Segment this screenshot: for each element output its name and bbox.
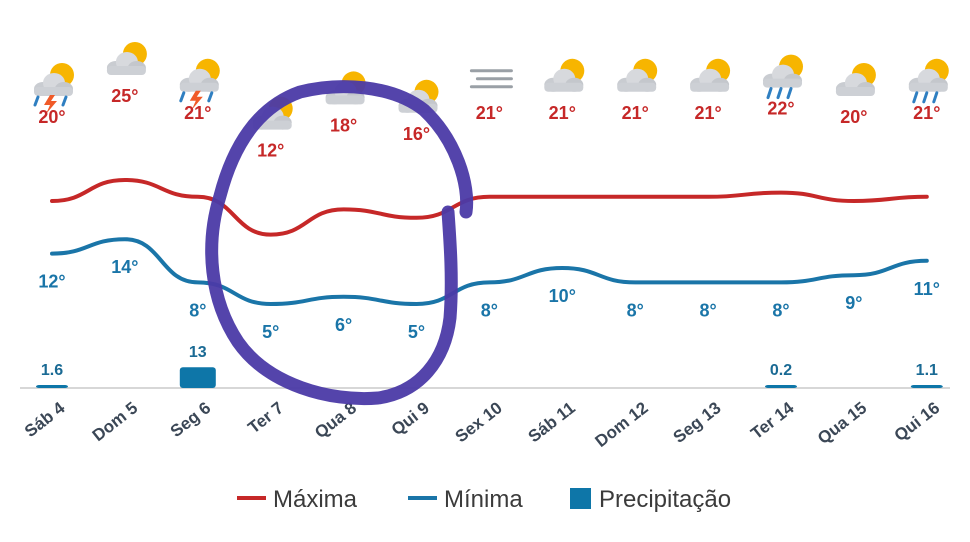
legend-min-label: Mínima [444, 486, 523, 513]
precip-bar [36, 385, 68, 388]
min-temp-label: 9° [845, 293, 862, 313]
min-temp-label: 8° [627, 300, 644, 320]
sun-cloud-icon [617, 58, 658, 92]
x-tick-label: Qua 15 [814, 398, 870, 448]
max-temperature-line [50, 177, 929, 237]
max-temp-label: 20° [840, 107, 867, 127]
x-tick-label: Ter 7 [244, 398, 287, 437]
x-tick-label: Qui 16 [891, 398, 944, 445]
min-temperature-labels: 12° 14° 8° 5° 6° 5° 8° 10° 8° 8° 8° 9° 11° [38, 257, 940, 342]
precip-label: 0.2 [770, 362, 792, 379]
max-temp-label: 18° [330, 115, 357, 135]
max-temp-label: 21° [913, 103, 940, 123]
max-temp-label: 21° [694, 103, 721, 123]
min-temp-label: 10° [549, 286, 576, 306]
min-temp-label: 11° [914, 279, 940, 299]
sun-cloud-icon [544, 58, 585, 92]
min-temperature-line [50, 237, 929, 307]
x-axis-ticks: Sáb 4 Dom 5 Seg 6 Ter 7 Qua 8 Qui 9 Sex 10 Sáb … [21, 398, 943, 451]
min-temp-label: 8° [699, 300, 716, 320]
cloud-shape [690, 68, 730, 92]
cloud-shape [763, 64, 802, 88]
x-tick-label: Seg 13 [670, 398, 725, 447]
hand-drawn-circle-annotation [205, 80, 474, 406]
cloud-shape [179, 68, 219, 92]
fog-icon [469, 69, 513, 89]
x-tick-label: Dom 12 [592, 398, 652, 451]
cloud-shape [617, 68, 657, 92]
storm-icon [179, 58, 220, 110]
min-temp-label: 5° [262, 322, 279, 342]
storm-icon [33, 63, 74, 114]
x-tick-label: Ter 14 [747, 398, 798, 443]
min-temp-label: 12° [38, 272, 65, 292]
min-temp-label: 8° [481, 300, 498, 320]
max-temp-label: 21° [184, 103, 211, 123]
max-temp-label: 21° [476, 103, 503, 123]
rain-icon [763, 54, 803, 100]
lightning-shape [44, 95, 57, 114]
cloud-shape [544, 68, 584, 92]
max-temperature-labels: 20° 25° 21° 12° 18° 16° 21° 21° 21° 21° 22° 20° 21° [38, 86, 940, 161]
legend-precip-label: Precipitação [599, 486, 731, 513]
max-temp-label: 21° [549, 103, 576, 123]
legend-max-label: Máxima [273, 486, 358, 513]
precip-bar [179, 367, 216, 388]
cloud-shape [908, 68, 948, 92]
cloud-shape [34, 73, 73, 96]
sun-cloud-icon [106, 42, 147, 75]
sun-cloud-icon [835, 63, 876, 96]
max-temp-label: 16° [403, 124, 430, 144]
min-temp-label: 8° [189, 300, 206, 320]
max-temp-label: 20° [38, 107, 65, 127]
min-temp-label: 6° [335, 315, 352, 335]
lightning-shape [189, 90, 203, 110]
min-temp-label: 5° [408, 322, 425, 342]
x-tick-label: Seg 6 [167, 398, 214, 441]
x-tick-label: Sáb 4 [21, 398, 69, 441]
max-temp-label: 25° [111, 86, 138, 106]
max-temp-label: 22° [767, 99, 794, 119]
x-tick-label: Dom 5 [89, 398, 142, 445]
min-temp-label: 8° [772, 300, 789, 320]
x-tick-label: Qui 9 [388, 398, 433, 439]
rain-icon [908, 58, 949, 104]
x-tick-label: Sáb 11 [525, 398, 579, 446]
min-temp-label: 14° [111, 257, 138, 277]
precipitation-bars: 1.6 13 0.2 1.1 [36, 344, 943, 388]
precip-label: 1.1 [916, 362, 938, 379]
legend-precip-swatch [570, 488, 591, 509]
x-tick-label: Sex 10 [452, 398, 506, 446]
chart-legend: Máxima Mínima Precipitação [237, 486, 731, 513]
cloud-shape [835, 73, 875, 96]
precip-bar [910, 385, 943, 388]
precip-label: 1.6 [41, 362, 63, 379]
cloud-shape [106, 52, 146, 75]
precip-bar [765, 385, 797, 388]
max-temp-label: 12° [257, 141, 284, 161]
precip-label: 13 [189, 344, 207, 361]
sun-cloud-icon [690, 58, 731, 92]
max-temp-label: 21° [622, 103, 649, 123]
